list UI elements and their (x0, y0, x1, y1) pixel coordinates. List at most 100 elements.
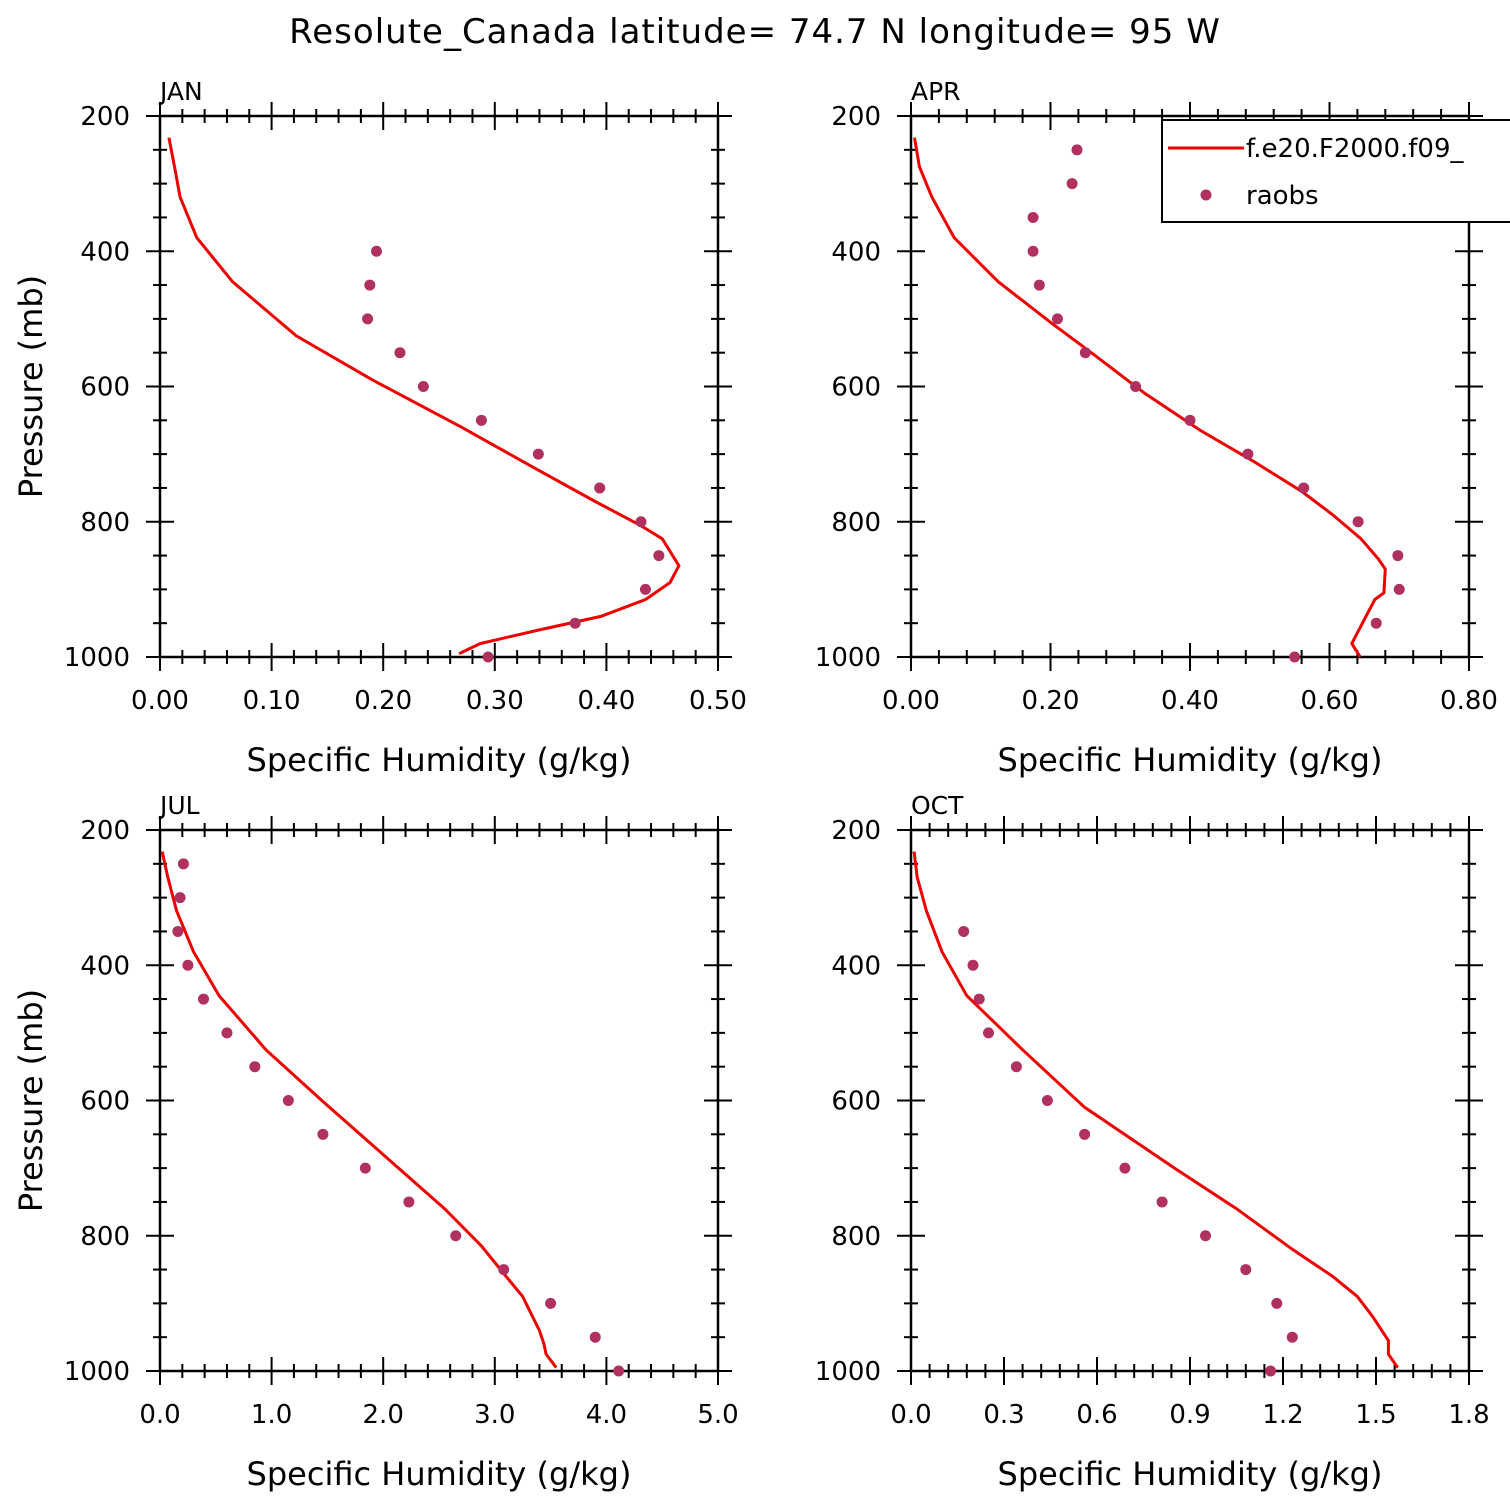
obs-point (371, 245, 383, 257)
obs-point (198, 993, 210, 1005)
x-tick-label: 0.40 (577, 686, 635, 716)
obs-point (172, 925, 184, 937)
x-axis-title: Specific Humidity (g/kg) (998, 741, 1383, 779)
x-tick-label: 0.60 (1301, 686, 1359, 716)
obs-point (973, 993, 985, 1005)
obs-point (417, 381, 429, 392)
obs-point (1370, 617, 1382, 629)
x-tick-label: 3.0 (474, 1400, 515, 1430)
series-model-line (167, 137, 681, 655)
x-tick-label: 1.8 (1448, 1400, 1489, 1430)
x-tick-label: 0.00 (131, 686, 189, 716)
obs-point (589, 1331, 601, 1343)
y-tick-label: 1000 (815, 1357, 881, 1387)
obs-point (1184, 414, 1196, 426)
obs-point (1289, 651, 1301, 663)
obs-point (639, 583, 651, 595)
obs-point (403, 1196, 415, 1208)
plot-frame (158, 114, 720, 659)
obs-point (221, 1027, 233, 1039)
x-tick-label: 0.00 (882, 686, 940, 716)
y-tick-label: 400 (831, 237, 881, 267)
obs-point (177, 858, 189, 870)
x-tick-label: 0.0 (139, 1400, 180, 1430)
x-tick-label: 2.0 (363, 1400, 404, 1430)
x-axis-title: Specific Humidity (g/kg) (247, 741, 632, 779)
y-tick-label: 200 (831, 816, 881, 846)
obs-point (1079, 1128, 1091, 1140)
y-tick-label: 600 (80, 373, 130, 403)
x-tick-label: 1.5 (1355, 1400, 1396, 1430)
obs-point (1071, 144, 1083, 156)
x-tick-label: 0.3 (983, 1400, 1024, 1430)
panel-title: APR (911, 77, 961, 106)
x-tick-label: 0.0 (890, 1400, 931, 1430)
obs-point (1027, 245, 1039, 257)
obs-point (1298, 482, 1310, 494)
obs-point (249, 1061, 261, 1073)
obs-point (498, 1264, 510, 1276)
obs-point (362, 313, 374, 325)
y-tick-label: 400 (80, 951, 130, 981)
obs-point (958, 925, 970, 937)
obs-point (594, 482, 606, 494)
obs-point (1156, 1196, 1168, 1208)
obs-point (983, 1027, 994, 1039)
x-tick-label: 1.0 (251, 1400, 292, 1430)
obs-point (1119, 1162, 1131, 1174)
obs-point (1027, 211, 1039, 223)
y-tick-label: 400 (80, 237, 130, 267)
y-tick-label: 800 (831, 508, 881, 538)
x-tick-label: 0.9 (1169, 1400, 1210, 1430)
obs-point (1130, 381, 1142, 392)
x-tick-label: 0.50 (689, 686, 747, 716)
x-tick-label: 0.20 (1022, 686, 1080, 716)
x-tick-label: 1.2 (1262, 1400, 1303, 1430)
obs-point (1352, 516, 1364, 528)
y-axis-title: Pressure (mb) (12, 989, 50, 1212)
legend-box (1161, 119, 1510, 223)
obs-point (1200, 1230, 1211, 1242)
y-tick-label: 1000 (64, 643, 130, 673)
obs-point (1265, 1365, 1277, 1377)
y-tick-label: 1000 (815, 643, 881, 673)
legend: f.e20.F2000.f09_raobs (1161, 119, 1510, 223)
obs-point (635, 516, 647, 528)
obs-point (569, 617, 581, 629)
y-tick-label: 600 (831, 373, 881, 403)
obs-point (613, 1365, 625, 1377)
y-tick-label: 400 (831, 951, 881, 981)
x-tick-label: 0.30 (466, 686, 524, 716)
obs-point (450, 1230, 462, 1242)
obs-point (317, 1128, 329, 1140)
obs-point (1033, 279, 1045, 291)
obs-point (1286, 1331, 1298, 1343)
obs-point (1393, 583, 1405, 595)
panel-title: JAN (158, 77, 203, 106)
obs-point (1066, 178, 1078, 190)
x-tick-label: 0.6 (1076, 1400, 1117, 1430)
y-axis-title: Pressure (mb) (12, 275, 50, 498)
y-tick-label: 800 (80, 1222, 130, 1252)
panel-title: OCT (911, 791, 964, 820)
obs-point (1051, 313, 1063, 325)
x-axis-title: Specific Humidity (g/kg) (998, 1455, 1383, 1493)
y-tick-label: 200 (80, 816, 130, 846)
x-tick-label: 5.0 (697, 1400, 738, 1430)
y-tick-label: 800 (80, 508, 130, 538)
y-tick-label: 1000 (64, 1357, 130, 1387)
legend-obs-swatch (1200, 189, 1212, 201)
obs-point (1240, 1264, 1252, 1276)
obs-point (1242, 448, 1254, 460)
y-tick-label: 600 (831, 1087, 881, 1117)
series-model-line (912, 851, 1399, 1369)
panel-oct: OCT 200 400 600 800 1000 0.0 0.3 0.6 0.9 1.2 1.5 1.8… (815, 791, 1490, 1493)
obs-point (475, 414, 487, 426)
page-title: Resolute_Canada latitude= 74.7 N longitu… (289, 12, 1221, 52)
obs-point (545, 1297, 557, 1309)
x-tick-label: 0.10 (243, 686, 301, 716)
obs-point (532, 448, 544, 460)
series-model-line (913, 137, 1387, 658)
